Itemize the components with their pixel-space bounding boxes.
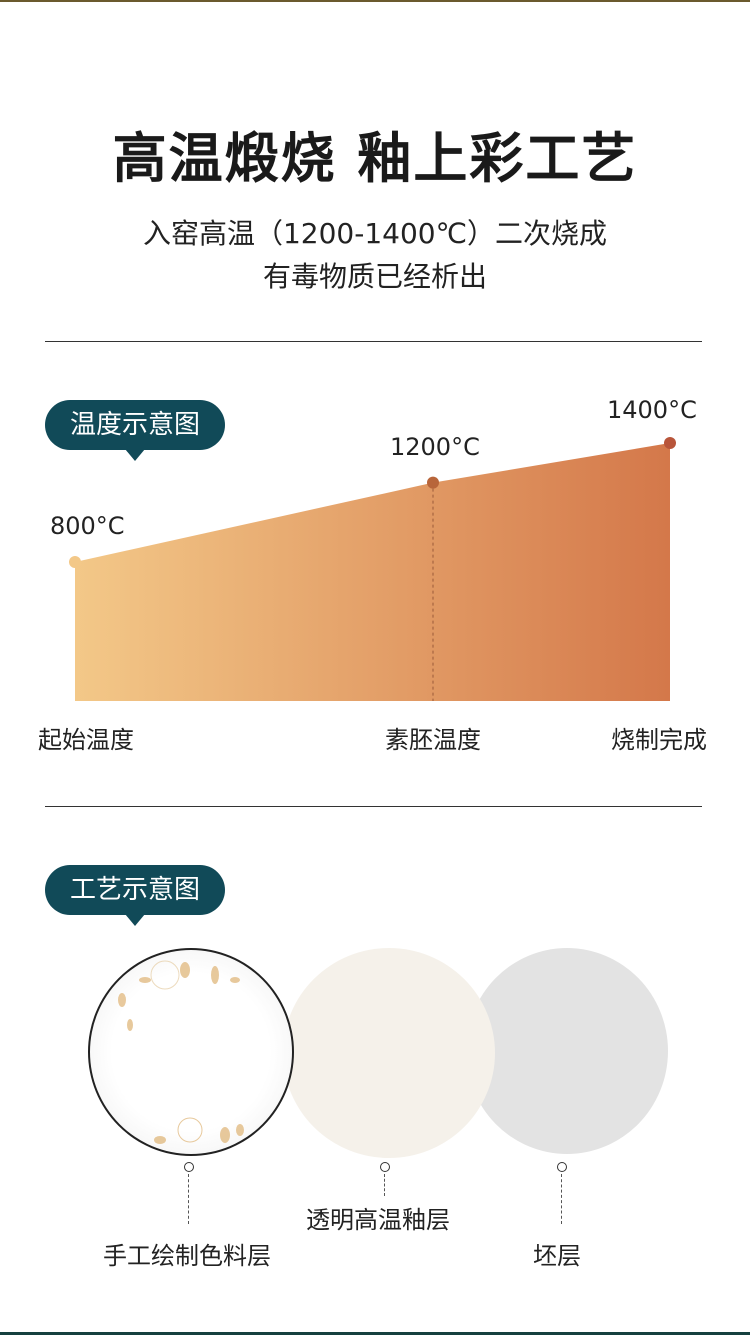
glaze-layer-label: 透明高温釉层: [306, 1206, 450, 1234]
glaze-layer-plate: [283, 948, 495, 1158]
leader-line: [188, 1174, 189, 1224]
layer-marker-icon: [380, 1162, 390, 1172]
divider: [45, 806, 702, 807]
temperature-area: [75, 443, 670, 701]
divider: [45, 341, 702, 342]
category-label: 起始温度: [38, 726, 134, 754]
layer-marker-icon: [557, 1162, 567, 1172]
category-label: 烧制完成: [611, 726, 707, 754]
subtitle-line-1: 入窑高温（1200-1400℃）二次烧成: [142, 217, 608, 250]
temperature-badge: 温度示意图: [45, 400, 225, 461]
bottom-border: [0, 1332, 750, 1335]
subtitle-line-2: 有毒物质已经析出: [262, 260, 487, 293]
data-label: 1400°C: [607, 396, 697, 424]
data-label: 1200°C: [390, 432, 480, 461]
data-label: 800°C: [50, 512, 125, 540]
leader-line: [384, 1174, 385, 1196]
data-point: [664, 437, 676, 449]
data-point: [69, 556, 81, 568]
data-point: [427, 476, 439, 489]
body-layer-label: 坯层: [533, 1242, 581, 1270]
leader-line: [561, 1174, 562, 1224]
temperature-chart: [69, 437, 676, 701]
floral-pattern-icon: [118, 960, 244, 1144]
category-label: 素胚温度: [385, 726, 481, 754]
painted-layer-label: 手工绘制色料层: [103, 1242, 271, 1270]
body-layer-plate: [466, 948, 668, 1154]
painted-plate: [88, 948, 294, 1156]
craft-badge: 工艺示意图: [45, 865, 225, 926]
page-title: 高温煅烧 釉上彩工艺: [112, 127, 638, 190]
layer-marker-icon: [184, 1162, 194, 1172]
